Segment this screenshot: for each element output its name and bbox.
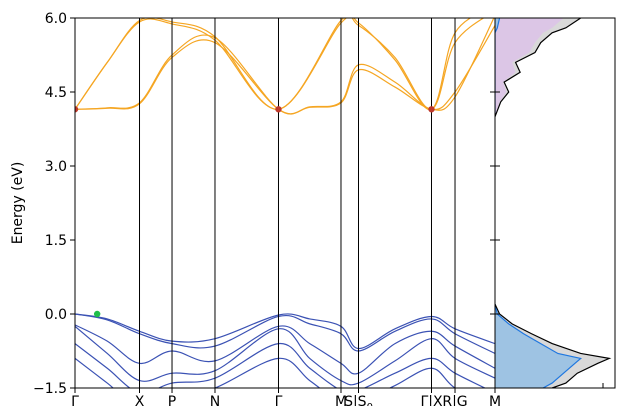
- y-tick-label-4: 4.5: [45, 85, 67, 101]
- y-axis-label: Energy (eV): [10, 162, 26, 245]
- conduction-band-2: [75, 25, 495, 115]
- x-tick-label-5: M: [335, 394, 347, 406]
- conduction-band-1: [75, 18, 472, 110]
- dos-plot-frame: [494, 17, 616, 389]
- x-tick-label-3: N: [210, 394, 220, 406]
- conduction-band-0: [75, 18, 485, 110]
- x-tick-label-1: X: [135, 394, 145, 406]
- dos-total-line-0: [495, 303, 612, 388]
- valence-band-2: [75, 324, 495, 375]
- band-extrema-markers: [75, 106, 435, 318]
- x-tick-label-0: Γ: [71, 394, 79, 406]
- dos-blue-line-0: [495, 303, 583, 388]
- y-tick-label-2: 1.5: [45, 233, 67, 249]
- band-plot-frame: [74, 17, 496, 389]
- band-marker-0: [75, 106, 79, 113]
- band-marker-1: [275, 106, 282, 113]
- y-tick-label-5: 6.0: [45, 11, 67, 27]
- dos-blue-area-0: [495, 304, 581, 388]
- band-marker-3: [93, 310, 101, 318]
- high-symmetry-lines: [139, 18, 456, 388]
- valence-band-3: [75, 325, 495, 386]
- y-tick-label-0: −1.5: [33, 381, 67, 397]
- y-tick-label-3: 3.0: [45, 159, 67, 175]
- y-axis-ticks: −1.5 0.0 1.5 3.0 4.5 6.0: [33, 11, 604, 397]
- dos-total-line-1: [495, 18, 582, 117]
- x-tick-label-9: M: [489, 394, 501, 406]
- band-marker-2: [428, 106, 435, 113]
- y-tick-label-1: 0.0: [45, 307, 67, 323]
- x-tick-label-4: Γ: [275, 394, 283, 406]
- dos-blue-line-1: [495, 18, 501, 117]
- dos-pink-area-1: [495, 18, 564, 117]
- conduction-band-3: [75, 18, 495, 115]
- valence-band-1: [75, 313, 495, 355]
- x-tick-label-7: Γ|X: [420, 394, 443, 406]
- x-tick-label-6: S|S0: [344, 394, 373, 406]
- band-lines: [75, 18, 495, 388]
- x-tick-label-8: R|G: [442, 394, 467, 406]
- x-tick-label-2: P: [168, 394, 176, 406]
- dos-panel: [495, 18, 612, 388]
